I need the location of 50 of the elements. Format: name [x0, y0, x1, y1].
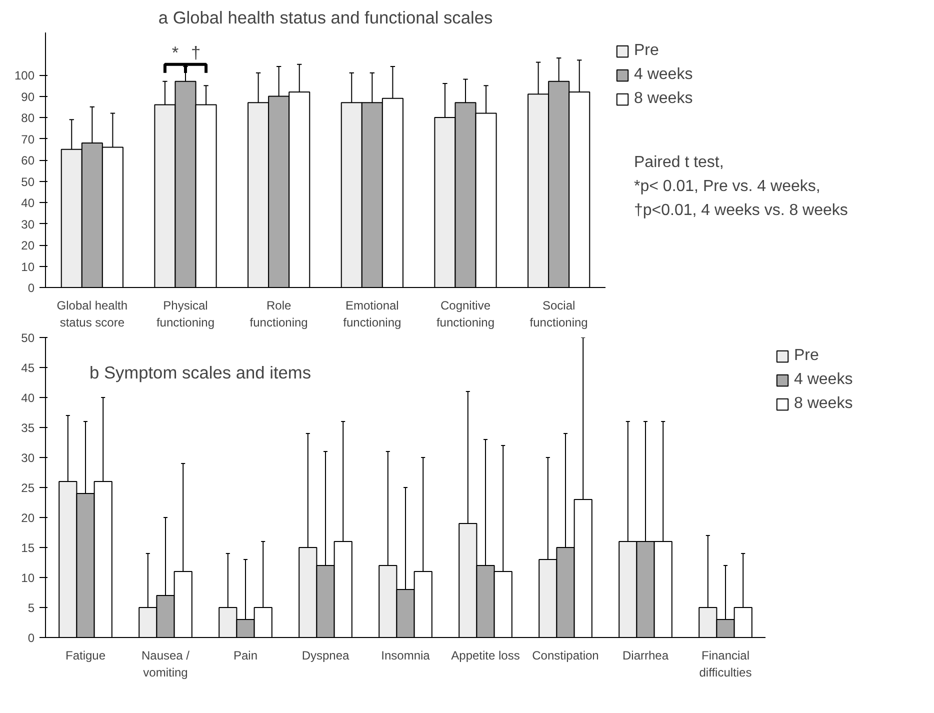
x-tick-label: Role functioning: [250, 298, 308, 330]
x-tick-label: Insomnia: [381, 648, 430, 662]
annotation: *: [172, 42, 179, 62]
x-tick-label: Pain: [233, 648, 258, 662]
text: Paired t test,: [634, 154, 724, 172]
y-tick-label: 45: [21, 361, 35, 375]
y-tick-label: 5: [28, 601, 35, 615]
x-tick-label: Diarrhea: [622, 648, 669, 662]
legend-label: 8 weeks: [634, 90, 693, 108]
legend-label: 4 weeks: [634, 66, 693, 84]
legend-label: 8 weeks: [794, 395, 853, 413]
x-tick-label: Cognitive functioning: [436, 298, 495, 330]
y-tick-label: 50: [21, 174, 35, 189]
x-tick-label: Physical functioning: [156, 298, 215, 330]
y-tick-label: 20: [21, 511, 35, 525]
annotation: †: [190, 42, 201, 62]
y-tick-label: 10: [21, 260, 35, 274]
legend-label: Pre: [794, 347, 819, 365]
text: †p<0.01, 4 weeks vs. 8 weeks: [634, 202, 848, 220]
y-tick-label: 30: [21, 217, 35, 232]
text: b Symptom scales and items: [90, 362, 312, 382]
y-tick-label: 0: [28, 631, 35, 645]
x-tick-label: Fatigue: [65, 648, 106, 662]
legend-label: Pre: [634, 42, 659, 60]
x-tick-label: Dyspnea: [302, 648, 350, 662]
y-tick-label: 90: [21, 90, 35, 104]
text: *p< 0.01, Pre vs. 4 weeks,: [634, 178, 820, 196]
y-tick-label: 80: [21, 111, 35, 125]
x-tick-label: Constipation: [532, 648, 599, 662]
x-tick-label: Financial difficulties: [699, 648, 752, 680]
y-tick-label: 10: [21, 571, 35, 585]
y-tick-label: 40: [21, 391, 35, 405]
y-tick-label: 40: [21, 196, 35, 210]
x-tick-label: Appetite loss: [451, 648, 520, 662]
y-tick-label: 35: [21, 421, 35, 435]
y-tick-label: 60: [21, 154, 35, 168]
y-tick-label: 100: [14, 68, 35, 82]
x-tick-label: Emotional functioning: [343, 298, 402, 330]
x-tick-label: Social functioning: [530, 298, 588, 330]
chart-title: a Global health status and functional scales: [158, 8, 493, 28]
y-tick-label: 0: [28, 281, 35, 295]
x-tick-label: Nausea / vomiting: [141, 648, 190, 680]
y-tick-label: 30: [21, 451, 35, 465]
y-tick-label: 70: [21, 132, 35, 146]
y-tick-label: 50: [21, 331, 35, 345]
x-tick-label: Global health status score: [56, 298, 128, 330]
y-tick-label: 25: [21, 481, 35, 495]
legend-label: 4 weeks: [794, 371, 853, 389]
y-tick-label: 15: [21, 541, 35, 555]
y-tick-label: 20: [21, 238, 35, 252]
